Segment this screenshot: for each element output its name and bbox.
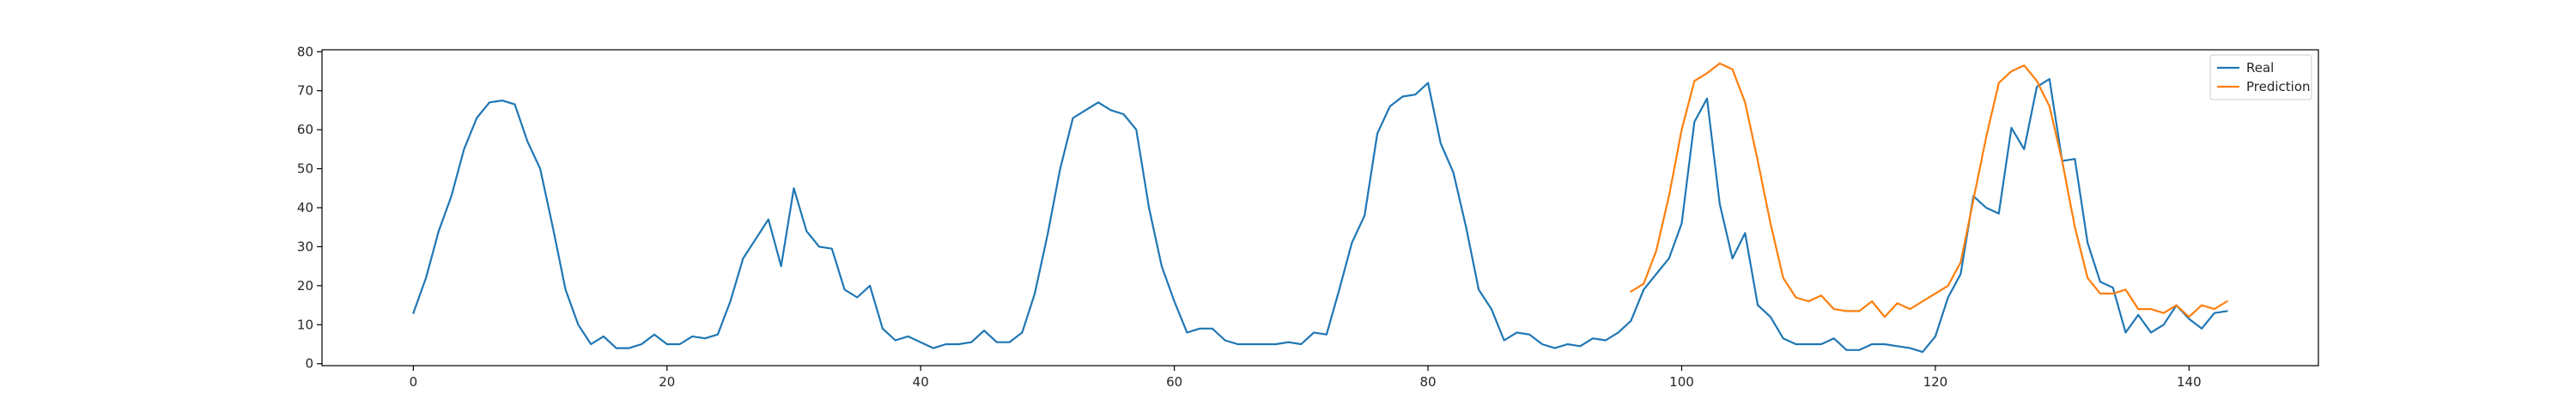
legend: Real Prediction bbox=[2209, 54, 2312, 100]
y-tick-label: 70 bbox=[297, 83, 313, 99]
legend-label-prediction: Prediction bbox=[2246, 79, 2311, 94]
y-tick-label: 0 bbox=[305, 356, 313, 372]
x-tick-label: 0 bbox=[410, 374, 418, 390]
x-tick-label: 20 bbox=[659, 374, 675, 390]
y-tick-label: 20 bbox=[297, 278, 313, 294]
y-tick-label: 80 bbox=[297, 44, 313, 59]
plot-area: 0 20 40 60 80 100 120 140 0 10 20 30 40 50 60 70 80 Real P… bbox=[297, 44, 2319, 390]
axes-frame bbox=[321, 49, 2319, 367]
x-tick-label: 40 bbox=[913, 374, 929, 390]
series-line-real bbox=[412, 77, 2228, 354]
y-tick-label: 30 bbox=[297, 239, 313, 254]
y-tick-label: 40 bbox=[297, 200, 313, 215]
legend-box bbox=[2209, 54, 2312, 100]
series-line-prediction bbox=[1630, 62, 2228, 318]
y-tick-label: 10 bbox=[297, 317, 313, 332]
x-tick-label: 120 bbox=[1923, 374, 1948, 390]
legend-label-real: Real bbox=[2246, 60, 2274, 76]
x-tick-label: 140 bbox=[2177, 374, 2202, 390]
x-tick-label: 80 bbox=[1420, 374, 1437, 390]
y-tick-label: 50 bbox=[297, 161, 313, 177]
x-tick-label: 100 bbox=[1669, 374, 1694, 390]
y-tick-label: 60 bbox=[297, 122, 313, 137]
x-tick-label: 60 bbox=[1166, 374, 1182, 390]
